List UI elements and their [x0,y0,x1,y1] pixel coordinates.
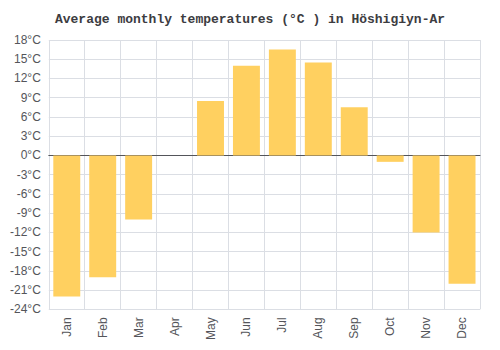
svg-text:Jul: Jul [275,317,289,332]
svg-text:Apr: Apr [168,317,182,336]
svg-text:9°C: 9°C [21,91,41,105]
svg-text:-21°C: -21°C [10,283,41,297]
svg-text:Jan: Jan [60,317,74,336]
svg-text:Sep: Sep [347,317,361,339]
svg-text:Dec: Dec [455,317,469,338]
svg-text:Aug: Aug [311,317,325,338]
svg-text:18°C: 18°C [14,33,41,47]
svg-text:0°C: 0°C [21,148,41,162]
svg-text:12°C: 12°C [14,71,41,85]
svg-text:15°C: 15°C [14,52,41,66]
svg-text:-15°C: -15°C [10,245,41,259]
svg-text:6°C: 6°C [21,110,41,124]
svg-text:-9°C: -9°C [17,206,41,220]
svg-text:Jun: Jun [239,317,253,336]
svg-text:Mar: Mar [132,317,146,338]
svg-text:Oct: Oct [383,317,397,336]
svg-text:Feb: Feb [96,317,110,338]
svg-text:Average monthly temperatures (: Average monthly temperatures (°C ) in Hö… [55,12,445,27]
svg-text:-3°C: -3°C [17,168,41,182]
svg-text:-12°C: -12°C [10,225,41,239]
svg-text:May: May [204,317,218,340]
svg-text:-24°C: -24°C [10,302,41,316]
svg-text:Nov: Nov [419,317,433,338]
svg-text:3°C: 3°C [21,129,41,143]
svg-text:-6°C: -6°C [17,187,41,201]
svg-text:-18°C: -18°C [10,264,41,278]
